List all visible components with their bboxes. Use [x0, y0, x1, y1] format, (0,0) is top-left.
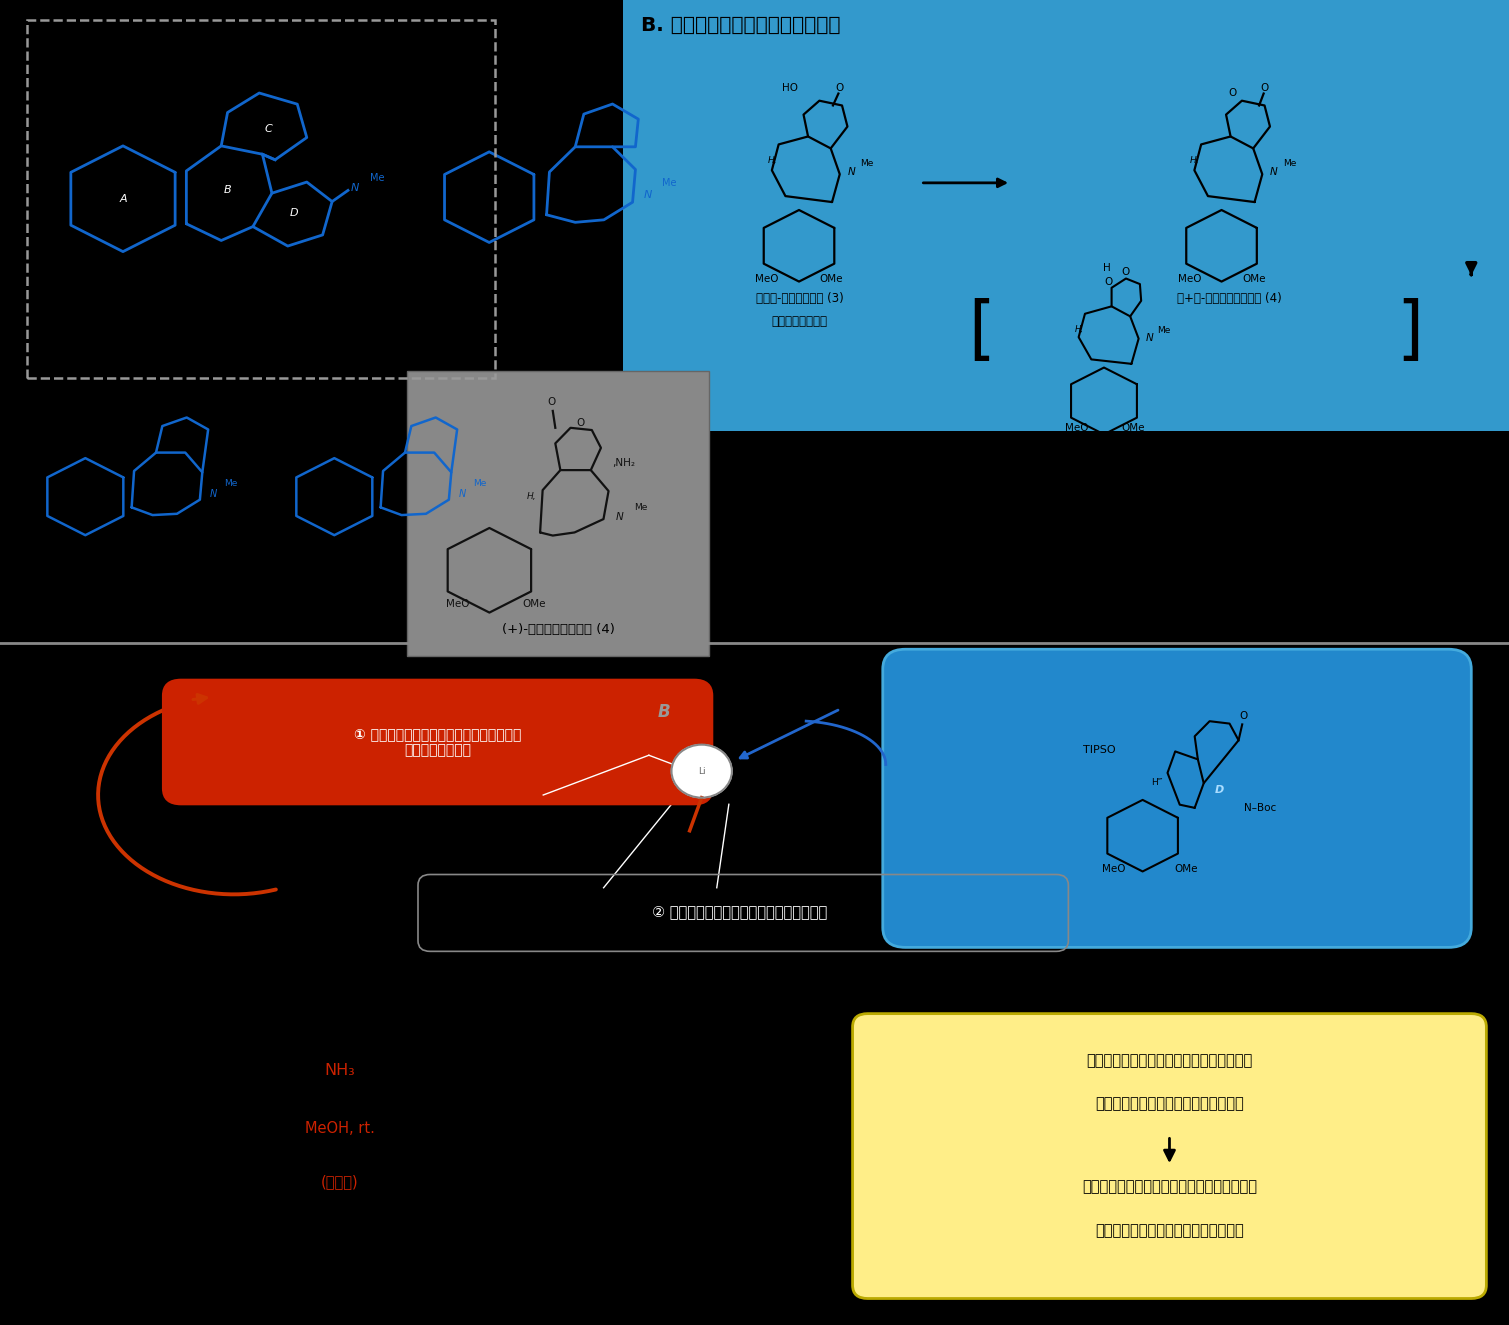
Text: N: N	[1145, 333, 1153, 343]
Text: MeO: MeO	[1177, 274, 1201, 284]
Text: OMe: OMe	[1242, 274, 1266, 284]
Text: （－）-メタファニン (3): （－）-メタファニン (3)	[756, 292, 844, 305]
Text: H‴: H‴	[1151, 778, 1163, 787]
Text: Me: Me	[474, 480, 486, 489]
Text: 実際に、メタファニンがステファジアミンの: 実際に、メタファニンがステファジアミンの	[1082, 1179, 1257, 1194]
Text: MeOH, rt.: MeOH, rt.	[305, 1121, 374, 1137]
Text: O: O	[1260, 82, 1269, 93]
Text: H: H	[1103, 262, 1111, 273]
FancyBboxPatch shape	[163, 680, 712, 804]
FancyBboxPatch shape	[853, 1014, 1486, 1298]
Text: C: C	[266, 125, 273, 134]
Text: ,NH₂: ,NH₂	[613, 458, 635, 469]
Text: ① ジアステレオ選択的な酸化的フェノール
カップリング反応: ① ジアステレオ選択的な酸化的フェノール カップリング反応	[355, 727, 521, 757]
Text: Me: Me	[860, 159, 874, 168]
Text: OMe: OMe	[1174, 864, 1198, 873]
Text: N: N	[1271, 167, 1278, 178]
Circle shape	[672, 745, 732, 798]
Text: 生合成前駆体であることを強く示唆。: 生合成前駆体であることを強く示唆。	[1096, 1223, 1243, 1238]
Text: A: A	[119, 193, 127, 204]
Text: Me: Me	[1157, 326, 1169, 335]
Text: MeO: MeO	[754, 274, 779, 284]
Text: N: N	[352, 183, 359, 192]
Text: OMe: OMe	[522, 599, 546, 610]
Text: O: O	[1121, 266, 1129, 277]
Text: MeO: MeO	[1102, 864, 1126, 873]
Text: Me: Me	[634, 504, 647, 513]
Text: N: N	[616, 511, 623, 522]
Text: N: N	[459, 489, 466, 498]
Text: Me: Me	[225, 480, 237, 489]
Text: H,: H,	[527, 493, 536, 501]
Text: N: N	[644, 189, 652, 200]
Text: O: O	[836, 82, 844, 93]
Text: 推定生合成前駆体: 推定生合成前駆体	[771, 315, 828, 329]
Text: O: O	[1239, 712, 1248, 721]
Text: Li: Li	[697, 767, 706, 775]
Text: TIPSO: TIPSO	[1083, 745, 1115, 755]
Text: B: B	[223, 186, 231, 195]
Text: MeO: MeO	[1065, 423, 1088, 433]
Text: O: O	[1105, 277, 1114, 288]
Text: ]: ]	[1391, 298, 1434, 364]
Text: 5: 5	[1165, 368, 1174, 382]
Text: ② 位置選択的な分子内アザーマイケル反応: ② 位置選択的な分子内アザーマイケル反応	[652, 904, 827, 920]
FancyBboxPatch shape	[407, 371, 709, 656]
Text: OMe: OMe	[819, 274, 844, 284]
Text: N: N	[848, 167, 856, 178]
FancyBboxPatch shape	[623, 0, 1509, 431]
Text: Me: Me	[1283, 159, 1296, 168]
Text: NH₃: NH₃	[324, 1063, 355, 1079]
Text: H,: H,	[768, 156, 777, 164]
Text: N: N	[210, 489, 217, 498]
FancyBboxPatch shape	[883, 649, 1471, 947]
Text: B. ステファジアミンの推定生合成: B. ステファジアミンの推定生合成	[641, 16, 841, 34]
Polygon shape	[423, 755, 649, 802]
Text: HO: HO	[782, 82, 798, 93]
Text: Me: Me	[370, 172, 385, 183]
Text: O: O	[576, 417, 585, 428]
Bar	[27, 20, 495, 378]
Text: OMe: OMe	[1121, 423, 1144, 433]
Text: N–Boc: N–Boc	[1245, 803, 1277, 812]
Text: O: O	[548, 398, 555, 407]
Text: MeO: MeO	[447, 599, 469, 610]
Text: B: B	[658, 702, 670, 721]
Text: H,: H,	[1189, 156, 1200, 164]
Text: アザーベンジル酸転位反応が進行！！: アザーベンジル酸転位反応が進行！！	[1096, 1096, 1243, 1110]
Text: Me: Me	[662, 178, 678, 188]
Text: D: D	[1215, 784, 1224, 795]
Text: H,: H,	[1074, 325, 1083, 334]
Text: (定量的): (定量的)	[321, 1174, 358, 1190]
Text: (+)-ステファジアミン (4): (+)-ステファジアミン (4)	[502, 623, 614, 636]
Text: D: D	[290, 208, 299, 217]
Text: （+）-ステファジアミン (4): （+）-ステファジアミン (4)	[1177, 292, 1283, 305]
Text: 室温にてアンモニアを作用させるだけで、: 室温にてアンモニアを作用させるだけで、	[1086, 1053, 1252, 1068]
Text: O: O	[1228, 87, 1237, 98]
Text: [: [	[958, 298, 1000, 364]
